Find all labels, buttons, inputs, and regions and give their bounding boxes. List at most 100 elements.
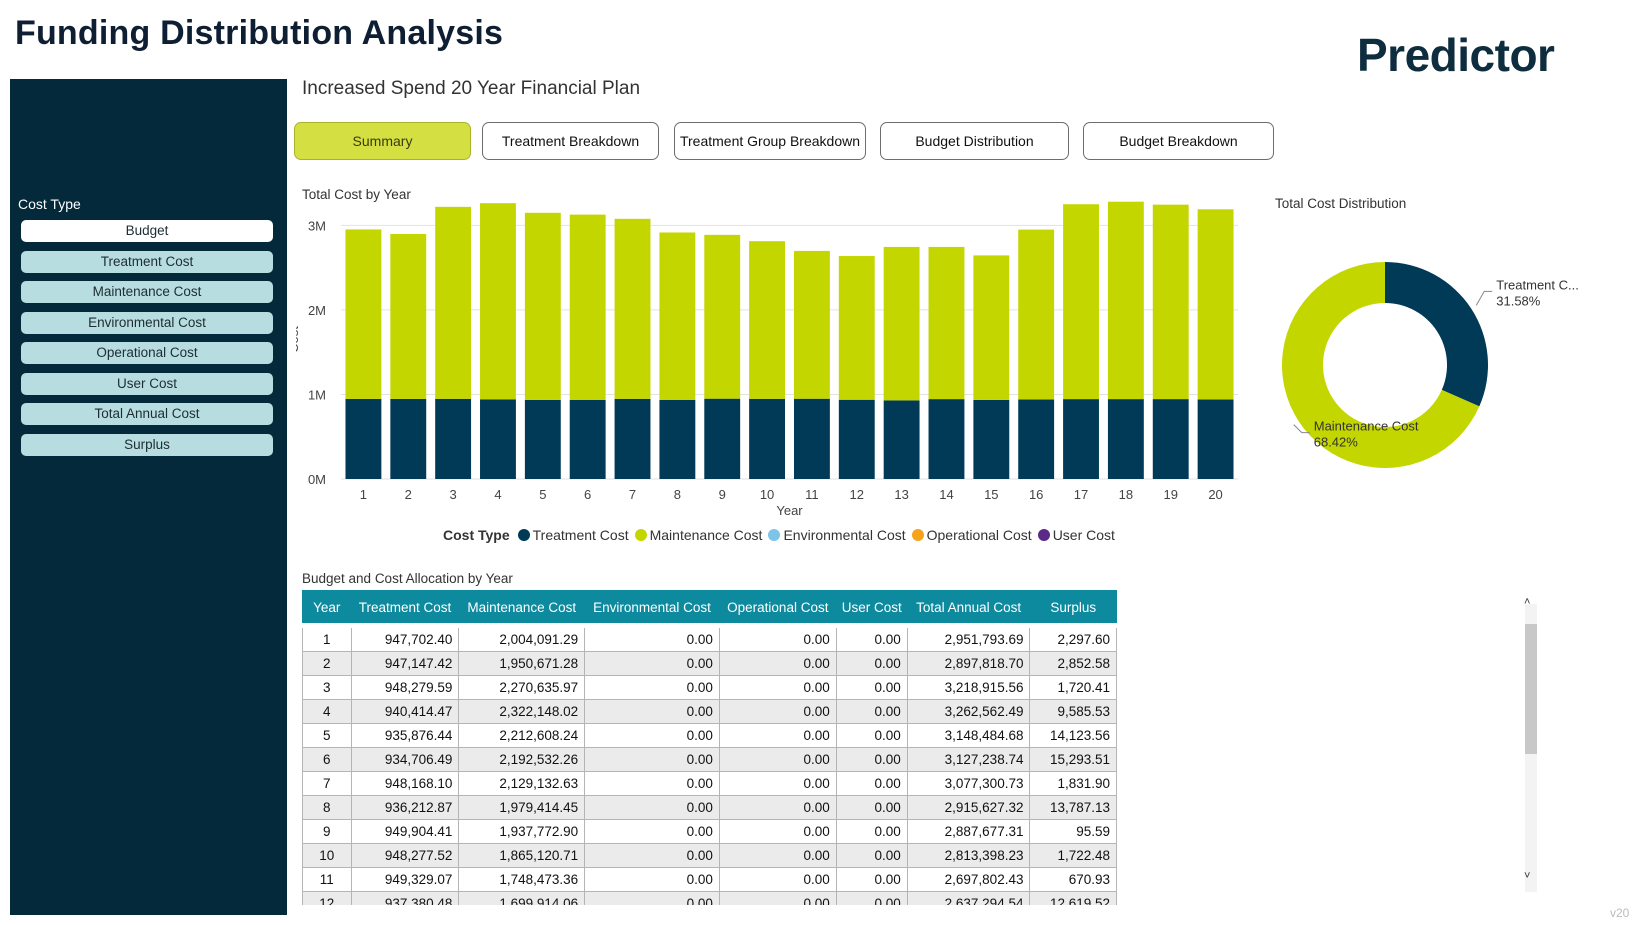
- bar-maintenance-cost-year-13[interactable]: [883, 246, 920, 401]
- cost-type-item-maintenance-cost[interactable]: Maintenance Cost: [21, 281, 273, 303]
- bar-treatment-cost-year-5[interactable]: [524, 399, 561, 479]
- bar-maintenance-cost-year-5[interactable]: [524, 212, 561, 400]
- bar-treatment-cost-year-11[interactable]: [793, 398, 830, 479]
- table-cell: 0.00: [835, 819, 908, 844]
- chevron-up-icon[interactable]: ˄: [1524, 596, 1531, 608]
- legend-item-operational-cost[interactable]: Operational Cost: [911, 527, 1032, 543]
- chevron-down-icon[interactable]: ˅: [1524, 870, 1531, 882]
- bar-treatment-cost-year-15[interactable]: [973, 399, 1010, 479]
- donut-label: Maintenance Cost: [1314, 419, 1419, 434]
- bar-treatment-cost-year-6[interactable]: [569, 399, 606, 479]
- bar-maintenance-cost-year-17[interactable]: [1063, 204, 1099, 400]
- bar-treatment-cost-year-18[interactable]: [1107, 399, 1144, 479]
- x-tick-label: 3: [450, 487, 457, 502]
- column-header-surplus[interactable]: Surplus: [1029, 590, 1117, 626]
- bar-maintenance-cost-year-15[interactable]: [973, 255, 1010, 400]
- table-scrollbar-thumb[interactable]: [1525, 624, 1537, 754]
- cost-type-item-environmental-cost[interactable]: Environmental Cost: [21, 311, 273, 334]
- bar-maintenance-cost-year-20[interactable]: [1197, 209, 1234, 400]
- table-cell: 2,915,627.32: [906, 795, 1031, 820]
- bar-treatment-cost-year-12[interactable]: [838, 399, 875, 479]
- table-row: 12 937,380.48 1,699,914.06 0.00 0.00 0.00 2,63…: [302, 891, 1117, 905]
- bar-maintenance-cost-year-14[interactable]: [928, 246, 965, 400]
- table-row: 10 948,277.52 1,865,120.71 0.00 0.00 0.00 2,81…: [302, 843, 1117, 868]
- bar-maintenance-cost-year-9[interactable]: [704, 234, 741, 399]
- tab-treatment-breakdown[interactable]: Treatment Breakdown: [482, 122, 659, 160]
- cost-type-item-operational-cost[interactable]: Operational Cost: [21, 342, 273, 364]
- table-cell: 0.00: [718, 623, 837, 652]
- bar-treatment-cost-year-3[interactable]: [435, 398, 472, 479]
- table-cell: 0.00: [835, 867, 908, 892]
- bar-treatment-cost-year-20[interactable]: [1197, 399, 1234, 479]
- legend-item-maintenance-cost[interactable]: Maintenance Cost: [634, 527, 762, 543]
- column-header-year[interactable]: Year: [302, 590, 352, 626]
- bar-maintenance-cost-year-6[interactable]: [569, 214, 606, 400]
- table-cell: 0.00: [718, 675, 837, 700]
- table-cell: 0.00: [584, 795, 720, 820]
- legend-item-treatment-cost[interactable]: Treatment Cost: [517, 527, 629, 543]
- bar-treatment-cost-year-2[interactable]: [390, 398, 427, 479]
- table-row: 11 949,329.07 1,748,473.36 0.00 0.00 0.00 2,69…: [302, 867, 1117, 892]
- tab-budget-distribution[interactable]: Budget Distribution: [880, 122, 1069, 160]
- cost-type-item-budget[interactable]: Budget: [21, 220, 273, 242]
- table-cell: 0.00: [718, 843, 837, 868]
- bar-treatment-cost-year-13[interactable]: [883, 400, 920, 479]
- column-header-total-annual-cost[interactable]: Total Annual Cost: [906, 590, 1031, 626]
- cost-type-item-total-annual-cost[interactable]: Total Annual Cost: [21, 403, 273, 425]
- tab-budget-breakdown[interactable]: Budget Breakdown: [1083, 122, 1274, 160]
- bar-treatment-cost-year-19[interactable]: [1152, 399, 1189, 479]
- legend-item-environmental-cost[interactable]: Environmental Cost: [768, 527, 906, 543]
- table-cell: 0.00: [835, 723, 908, 748]
- bar-treatment-cost-year-4[interactable]: [480, 399, 516, 479]
- bar-treatment-cost-year-10[interactable]: [749, 398, 786, 479]
- table-cell: 2,212,608.24: [458, 723, 586, 748]
- table-cell: 0.00: [718, 723, 837, 748]
- column-header-environmental-cost[interactable]: Environmental Cost: [584, 590, 720, 626]
- column-header-treatment-cost[interactable]: Treatment Cost: [350, 590, 460, 626]
- cost-type-label: Cost Type: [18, 196, 81, 212]
- column-header-user-cost[interactable]: User Cost: [835, 590, 908, 626]
- table-row: 9 949,904.41 1,937,772.90 0.00 0.00 0.00 2,887…: [302, 819, 1117, 844]
- bar-maintenance-cost-year-3[interactable]: [435, 206, 472, 399]
- bar-maintenance-cost-year-4[interactable]: [480, 203, 516, 400]
- bar-treatment-cost-year-7[interactable]: [614, 398, 651, 479]
- bar-maintenance-cost-year-11[interactable]: [793, 250, 830, 399]
- table-cell: 12: [302, 891, 352, 905]
- x-tick-label: 12: [850, 487, 864, 502]
- table-cell: 1,831.90: [1029, 771, 1117, 796]
- bar-maintenance-cost-year-18[interactable]: [1107, 201, 1144, 400]
- bar-treatment-cost-year-9[interactable]: [704, 398, 741, 479]
- bar-treatment-cost-year-8[interactable]: [659, 399, 696, 479]
- legend-dot-icon: [911, 529, 924, 541]
- legend-label: Environmental Cost: [783, 527, 906, 543]
- donut-slice-treatment-c[interactable]: [1385, 262, 1488, 407]
- bar-treatment-cost-year-16[interactable]: [1018, 399, 1055, 479]
- bar-maintenance-cost-year-19[interactable]: [1152, 204, 1189, 400]
- bar-maintenance-cost-year-1[interactable]: [345, 229, 382, 399]
- table-cell: 949,329.07: [350, 867, 460, 892]
- bar-treatment-cost-year-1[interactable]: [345, 398, 382, 479]
- bar-maintenance-cost-year-12[interactable]: [838, 256, 875, 400]
- allocation-table[interactable]: Year Treatment Cost Maintenance Cost Enviro…: [302, 590, 1117, 905]
- legend-item-user-cost[interactable]: User Cost: [1037, 527, 1115, 543]
- tab-treatment-group-breakdown[interactable]: Treatment Group Breakdown: [674, 122, 866, 160]
- sidebar: Cost Type Budget Treatment Cost Maintenanc…: [10, 79, 287, 915]
- donut-leader-line: [1475, 290, 1493, 306]
- bar-treatment-cost-year-14[interactable]: [928, 399, 965, 479]
- column-header-maintenance-cost[interactable]: Maintenance Cost: [458, 590, 586, 626]
- column-header-operational-cost[interactable]: Operational Cost: [718, 590, 837, 626]
- cost-type-item-user-cost[interactable]: User Cost: [21, 372, 273, 395]
- bar-maintenance-cost-year-10[interactable]: [749, 241, 786, 399]
- bar-maintenance-cost-year-7[interactable]: [614, 218, 651, 399]
- table-header-row: Year Treatment Cost Maintenance Cost Enviro…: [302, 590, 1117, 626]
- bar-maintenance-cost-year-16[interactable]: [1018, 229, 1055, 400]
- bar-treatment-cost-year-17[interactable]: [1063, 399, 1099, 479]
- bar-maintenance-cost-year-2[interactable]: [390, 234, 427, 399]
- cost-type-item-surplus[interactable]: Surplus: [21, 433, 273, 456]
- table-cell: 670.93: [1029, 867, 1117, 892]
- bar-maintenance-cost-year-8[interactable]: [659, 232, 696, 400]
- donut-slice-maintenance-cost[interactable]: [1282, 262, 1480, 468]
- cost-type-item-treatment-cost[interactable]: Treatment Cost: [21, 250, 273, 273]
- tab-summary[interactable]: Summary: [294, 122, 471, 160]
- table-cell: 9: [302, 819, 352, 844]
